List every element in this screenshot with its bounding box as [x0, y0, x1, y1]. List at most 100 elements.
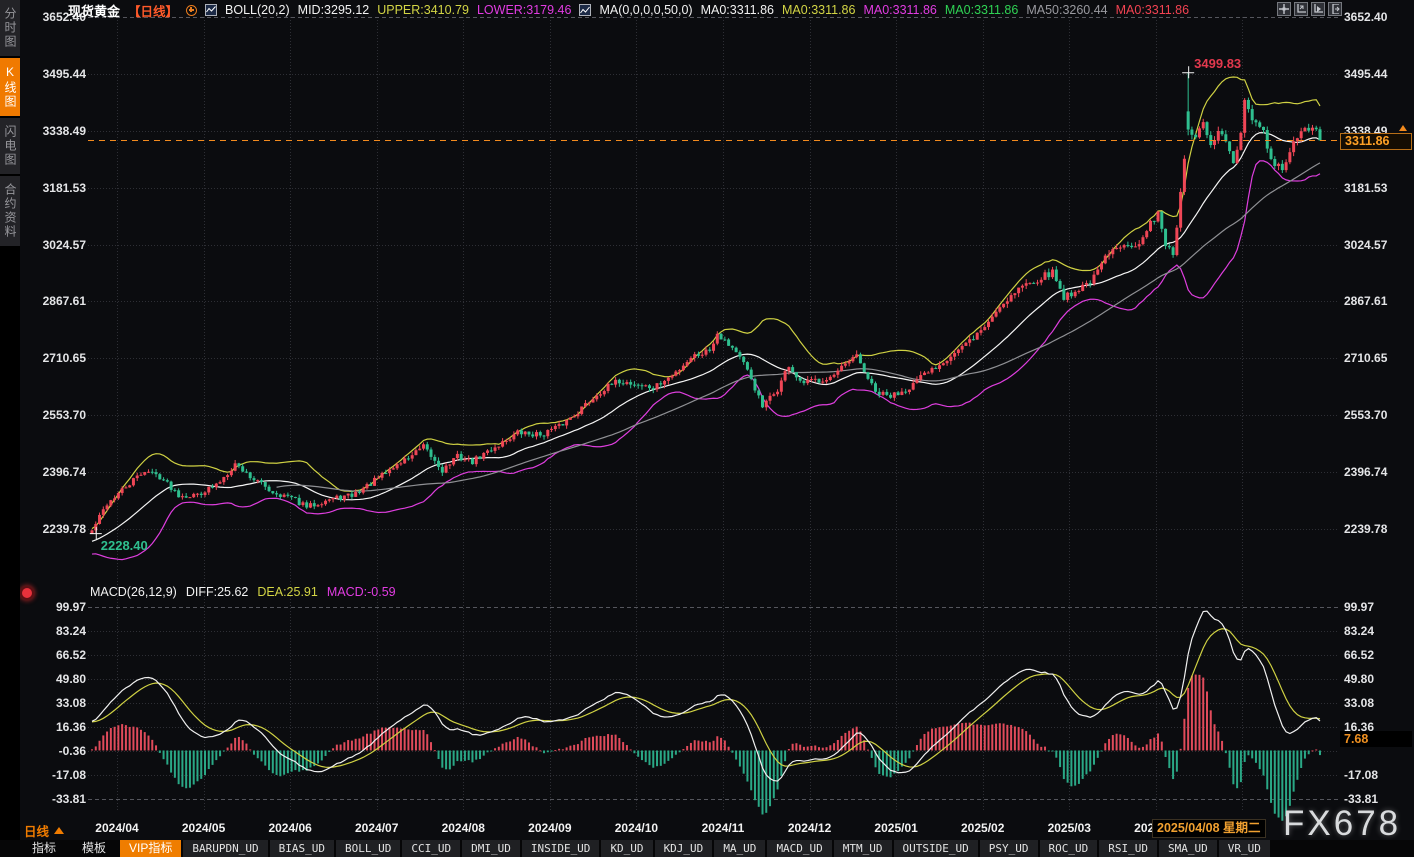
boll-indicator-icon	[205, 4, 218, 16]
chart-toolbar	[1277, 2, 1342, 16]
month-label-2024/06: 2024/06	[268, 821, 312, 835]
period-selector[interactable]: 日线	[24, 821, 65, 840]
price-tick-left: 2396.74	[42, 465, 86, 480]
indicator-tab-bar: 指标 模板 VIP指标 BARUPDN_UD BIAS_UD BOLL_UD CCI_UD D…	[0, 840, 1414, 857]
toolbar-tab-指标[interactable]: 指标	[32, 841, 57, 855]
toolbar-tab-PSY_UD[interactable]: PSY_UD	[979, 840, 1038, 857]
macd-tick-left: 33.08	[55, 696, 86, 710]
boll-mid-value: MID:3295.12	[297, 3, 370, 17]
macd-tick-right: 16.36	[1344, 720, 1375, 734]
month-label-2024/11: 2024/11	[701, 821, 745, 835]
sidebar-item-3[interactable]: 合约资料	[0, 176, 20, 246]
ma-value-0: MA0:3311.86	[700, 3, 775, 17]
period-badge: 【日线】	[128, 4, 179, 19]
toolbar-tab-VR_UD[interactable]: VR_UD	[1218, 840, 1270, 857]
month-label-2024/04: 2024/04	[95, 821, 139, 835]
toolbar-tab-VIP指标[interactable]: VIP指标	[120, 840, 182, 857]
macd-diff-value: DIFF:25.62	[185, 585, 249, 599]
sidebar-item-0[interactable]: 分时图	[0, 0, 20, 56]
month-label-2025/02: 2025/02	[961, 821, 1005, 835]
ma-value-1: MA0:3311.86	[782, 3, 856, 17]
circle-plus-icon[interactable]	[186, 4, 198, 16]
ma-indicator-icon	[579, 4, 592, 16]
price-tick-left: 2239.78	[42, 522, 86, 536]
toolbar-tab-BIAS_UD[interactable]: BIAS_UD	[269, 840, 334, 857]
toolbar-tab-ROC_UD[interactable]: ROC_UD	[1039, 840, 1098, 857]
ma-name: MA(0,0,0,0,50,0)	[599, 3, 693, 17]
toolbar-tab-MA_UD[interactable]: MA_UD	[714, 840, 766, 857]
month-label-2024/09: 2024/09	[528, 821, 572, 835]
macd-tick-left: -17.08	[51, 768, 86, 782]
left-sidebar: 分时图 K线图 闪电图 合约资料	[0, 0, 20, 857]
boll-name: BOLL(20,2)	[225, 3, 290, 17]
macd-tick-left: 66.52	[55, 648, 86, 662]
price-tick-right: 3652.40	[1344, 10, 1388, 24]
macd-current-value-tag: 7.68	[1340, 731, 1412, 747]
toolbar-tab-MACD_UD[interactable]: MACD_UD	[767, 840, 832, 857]
macd-name: MACD(26,12,9)	[90, 585, 177, 599]
zoom-out-icon[interactable]	[1311, 2, 1325, 16]
macd-tick-right: -33.81	[1344, 792, 1379, 806]
ma50-value: MA50:3260.44	[1026, 3, 1108, 17]
toolbar-tab-RSI_UD[interactable]: RSI_UD	[1099, 840, 1158, 857]
price-tick-left: 3652.40	[42, 10, 86, 24]
macd-tick-left: 16.36	[55, 720, 86, 734]
price-tick-left: 3024.57	[42, 237, 86, 252]
expand-icon[interactable]	[1328, 2, 1342, 16]
symbol-title: 现货黄金	[68, 3, 121, 19]
price-tick-right: 3495.44	[1344, 66, 1388, 81]
macd-tick-right: 83.24	[1344, 624, 1375, 638]
boll-lower-value: LOWER:3179.46	[476, 3, 572, 17]
toolbar-tab-KD_UD[interactable]: KD_UD	[601, 840, 653, 857]
ma-value-2: MA0:3311.86	[863, 3, 937, 17]
macd-tick-left: -0.36	[58, 744, 86, 758]
highest-price-label: 3499.83	[1194, 56, 1242, 72]
toolbar-tab-BARUPDN_UD[interactable]: BARUPDN_UD	[183, 840, 268, 857]
month-label-2024/10: 2024/10	[614, 821, 659, 835]
toolbar-tab-BOLL_UD[interactable]: BOLL_UD	[335, 840, 401, 857]
toolbar-tab-CCI_UD[interactable]: CCI_UD	[402, 840, 461, 857]
lowest-price-label: 2228.40	[100, 538, 148, 554]
month-label-2024/07: 2024/07	[355, 821, 399, 835]
toolbar-tab-DMI_UD[interactable]: DMI_UD	[462, 840, 520, 857]
toolbar-tab-模板[interactable]: 模板	[82, 841, 107, 855]
price-tick-left: 3495.44	[42, 66, 86, 81]
toolbar-tab-MTM_UD[interactable]: MTM_UD	[833, 840, 892, 857]
chart-header: 现货黄金 【日线】 BOLL(20,2) MID:3295.12 UPPER:3…	[68, 2, 1189, 19]
sidebar-item-2[interactable]: 闪电图	[0, 118, 20, 174]
crosshair-icon[interactable]	[1277, 2, 1291, 16]
month-label-2024/12: 2024/12	[787, 821, 832, 835]
price-tick-left: 2867.61	[42, 294, 86, 309]
macd-tick-right: 33.08	[1344, 696, 1375, 710]
month-label-2025/03: 2025/03	[1047, 821, 1091, 835]
price-tick-left: 2553.70	[42, 408, 86, 423]
boll-upper-value: UPPER:3410.79	[377, 3, 469, 17]
toolbar-tab-INSIDE_UD[interactable]: INSIDE_UD	[521, 840, 600, 857]
price-tick-left: 2710.65	[42, 351, 86, 366]
toolbar-tab-SMA_UD[interactable]: SMA_UD	[1159, 840, 1217, 857]
triangle-up-icon	[54, 827, 65, 834]
toolbar-tab-OUTSIDE_UD[interactable]: OUTSIDE_UD	[893, 840, 978, 857]
price-tick-left: 3181.53	[42, 180, 86, 195]
price-up-arrow-icon	[1399, 125, 1407, 131]
macd-macd-value: MACD:-0.59	[326, 585, 396, 599]
macd-header: MACD(26,12,9) DIFF:25.62 DEA:25.91 MACD:…	[90, 584, 396, 600]
month-label-2025/01: 2025/01	[874, 821, 918, 835]
price-tick-right: 2553.70	[1344, 408, 1388, 423]
macd-tick-right: -17.08	[1344, 768, 1379, 782]
month-label-2024/05: 2024/05	[181, 821, 226, 835]
alert-sun-icon[interactable]	[22, 588, 32, 598]
zoom-in-icon[interactable]	[1294, 2, 1308, 16]
macd-tick-left: 99.97	[55, 600, 86, 614]
time-axis: 日线 2024/04 2024/05 2024/06 2024/07 2024/08 20…	[0, 818, 1414, 840]
macd-tick-right: 49.80	[1344, 672, 1375, 686]
sidebar-item-1[interactable]: K线图	[0, 58, 20, 116]
month-label-2024/08: 2024/08	[441, 821, 485, 835]
macd-tick-left: 49.80	[55, 672, 86, 686]
price-tick-right: 2239.78	[1344, 522, 1388, 536]
price-tick-left: 3338.49	[42, 123, 86, 138]
price-tick-right: 2396.74	[1344, 465, 1388, 480]
date-tooltip: 2025/04/08 星期二	[1152, 819, 1266, 838]
toolbar-tab-KDJ_UD[interactable]: KDJ_UD	[654, 840, 713, 857]
